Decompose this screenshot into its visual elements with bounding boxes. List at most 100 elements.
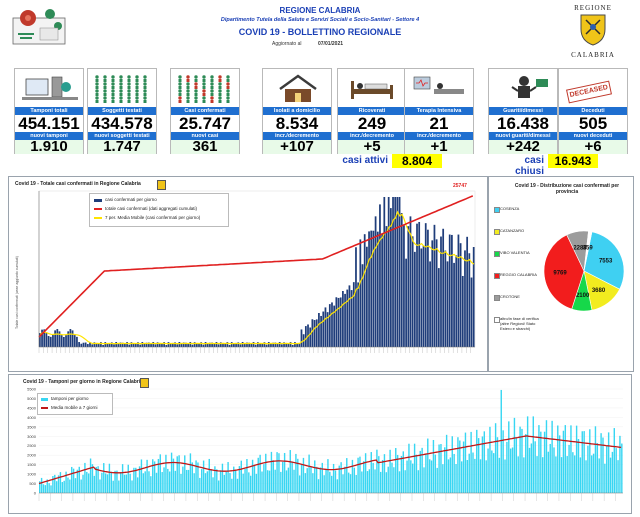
tamponi-bar (504, 459, 506, 493)
daily-bar (372, 230, 375, 347)
stat-sub-label: incr./decremento (405, 132, 473, 140)
daily-bar (86, 344, 89, 347)
daily-bar (400, 213, 403, 347)
tamponi-bar (387, 466, 389, 493)
daily-bar (222, 342, 224, 347)
y-tick-label: 0 (34, 491, 37, 496)
tamponi-bar (199, 477, 201, 493)
tamponi-bar (598, 458, 600, 493)
daily-bar (73, 334, 76, 347)
daily-bar (291, 344, 294, 347)
tamponi-bar (285, 470, 288, 493)
tamponi-bar (238, 466, 241, 493)
tamponi-bar (445, 434, 448, 493)
tamponi-bar (430, 460, 433, 493)
daily-bar (285, 342, 288, 347)
moving-average-line (39, 210, 475, 345)
tamponi-bar (379, 471, 382, 493)
daily-bar (91, 344, 94, 347)
daily-bar (187, 343, 189, 347)
tamponi-bar (106, 474, 109, 493)
tamponi-bar (168, 471, 171, 493)
daily-bar (108, 342, 111, 347)
tamponi-bar (234, 469, 237, 493)
tamponi-bar (575, 425, 578, 493)
y-tick-label: 4500 (27, 405, 37, 410)
tamponi-bar (61, 482, 64, 493)
daily-bar (315, 319, 318, 347)
daily-bar (171, 342, 174, 347)
tamponi-bar (619, 435, 621, 493)
tamponi-bar (455, 464, 457, 493)
tamponi-bar (491, 450, 493, 493)
tamponi-bar (112, 480, 114, 493)
daily-bar (206, 343, 209, 347)
tamponi-bar (532, 416, 534, 493)
tamponi-bar (489, 426, 491, 493)
chart-province-title: Covid 19 - Distribuzione casi confermati… (514, 183, 620, 195)
daily-bar (326, 312, 329, 347)
tamponi-bar (110, 471, 112, 493)
updated-date: 07/01/2021 (318, 41, 344, 47)
tamponi-bar (521, 428, 523, 493)
province-legend-swatch (494, 251, 500, 257)
daily-bar (93, 342, 96, 347)
tamponi-bar (368, 469, 371, 493)
daily-bar (158, 342, 161, 347)
daily-bar (446, 261, 449, 347)
daily-bar (230, 342, 233, 347)
daily-bar (313, 320, 316, 347)
daily-bar (213, 344, 216, 347)
tamponi-bar (421, 447, 423, 493)
tamponi-bar (86, 471, 88, 493)
tamponi-bar (216, 469, 218, 493)
tamponi-bar (611, 451, 614, 493)
tamponi-bar (607, 432, 610, 493)
daily-bar (429, 261, 431, 347)
tamponi-bar (502, 430, 504, 493)
tamponi-bar (136, 477, 139, 493)
tamponi-bar (543, 431, 546, 493)
tamponi-bar (378, 456, 380, 493)
province-legend-swatch (494, 317, 500, 323)
daily-bar (394, 197, 397, 347)
stat-sub-value: +5 (338, 139, 406, 154)
stat-sub-label: nuovi tamponi (15, 132, 83, 140)
tamponi-bar (383, 454, 386, 493)
province-legend-label: VIBO VALENTIA (500, 250, 530, 255)
stat-sub-value: 1.747 (88, 139, 156, 154)
daily-bar (143, 343, 146, 347)
stat-value: 21 (429, 114, 449, 133)
daily-bar (211, 342, 213, 347)
tamponi-bar (274, 469, 276, 493)
daily-bar (241, 342, 244, 347)
chart-totale-svg (38, 190, 476, 353)
daily-bar (342, 291, 344, 347)
daily-bar (355, 247, 357, 347)
daily-bar (132, 343, 135, 347)
tamponi-bar (594, 426, 597, 493)
tamponi-bar (150, 476, 152, 493)
stat-label: Isolati a domicilio (263, 107, 331, 115)
tamponi-bar (99, 479, 101, 493)
daily-bar (357, 282, 360, 347)
daily-bar (41, 329, 43, 347)
daily-bar (304, 326, 307, 347)
casi-attivi-value: 8.804 (392, 154, 442, 168)
tamponi-bar (91, 464, 94, 493)
tamponi-bar (332, 463, 335, 493)
tamponi-bar (357, 457, 359, 493)
header-virus-icon (12, 6, 66, 46)
tamponi-bar (291, 461, 293, 493)
tamponi-bar (295, 453, 297, 493)
daily-bar (117, 344, 120, 347)
tamponi-bar (472, 452, 474, 493)
daily-bar (296, 343, 298, 347)
tamponi-bar (42, 484, 45, 493)
stat-card: Tamponi totali 454.151 nuovi tamponi 1.910 (14, 68, 84, 154)
legend-tamp-ma-swatch (41, 407, 48, 409)
daily-bar (178, 342, 181, 347)
tamponi-bar (506, 441, 508, 493)
legend-cum-swatch (94, 208, 102, 210)
tamponi-bar (327, 459, 329, 493)
